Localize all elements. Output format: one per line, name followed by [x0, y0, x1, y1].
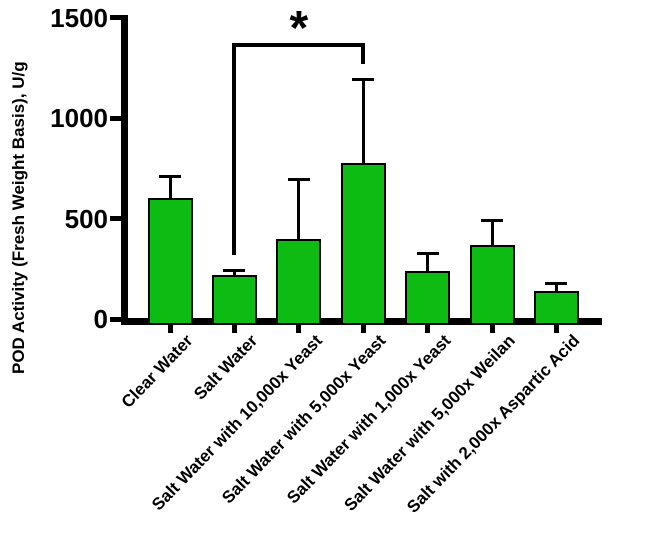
significance-asterisk: *: [289, 2, 309, 55]
y-tick-label: 1000: [50, 103, 108, 133]
error-bar-cap: [545, 282, 568, 286]
x-tick: [296, 325, 302, 333]
y-axis-label: POD Activity (Fresh Weight Basis), U/g: [9, 61, 28, 374]
significance-bracket-top: [232, 43, 366, 47]
bar: [469, 244, 515, 325]
bar: [405, 270, 451, 325]
x-tick: [231, 325, 237, 333]
error-bar-cap: [287, 177, 310, 181]
y-tick: [110, 316, 121, 322]
error-bar-cap: [223, 269, 246, 273]
error-bar-cap: [416, 252, 439, 256]
x-tick: [360, 325, 366, 333]
bar: [533, 290, 579, 325]
error-bar-cap: [159, 174, 181, 178]
significance-bracket-left: [232, 43, 237, 255]
error-bar-stem: [232, 270, 236, 275]
error-bar-stem: [168, 176, 172, 199]
bar: [147, 198, 193, 325]
x-category-label: Clear Water: [117, 331, 197, 412]
bar: [211, 274, 257, 325]
y-axis-line: [121, 15, 128, 325]
error-bar-stem: [426, 253, 430, 271]
x-tick: [167, 325, 173, 333]
bar: [340, 163, 386, 325]
y-tick: [110, 216, 121, 221]
error-bar-stem: [554, 283, 558, 291]
error-bar-cap: [352, 78, 375, 82]
y-tick-label: 0: [93, 304, 108, 334]
x-tick: [425, 325, 431, 333]
y-tick-label: 1500: [50, 2, 108, 33]
error-bar-stem: [297, 179, 301, 239]
x-tick: [553, 325, 559, 333]
error-bar-cap: [481, 219, 503, 222]
y-tick-label: 500: [64, 203, 108, 234]
error-bar-stem: [361, 79, 365, 164]
x-tick: [489, 325, 495, 333]
bar: [276, 238, 322, 325]
y-tick: [110, 115, 121, 121]
y-tick: [110, 15, 121, 20]
error-bar-stem: [490, 220, 494, 245]
significance-bracket-right: [361, 43, 366, 64]
